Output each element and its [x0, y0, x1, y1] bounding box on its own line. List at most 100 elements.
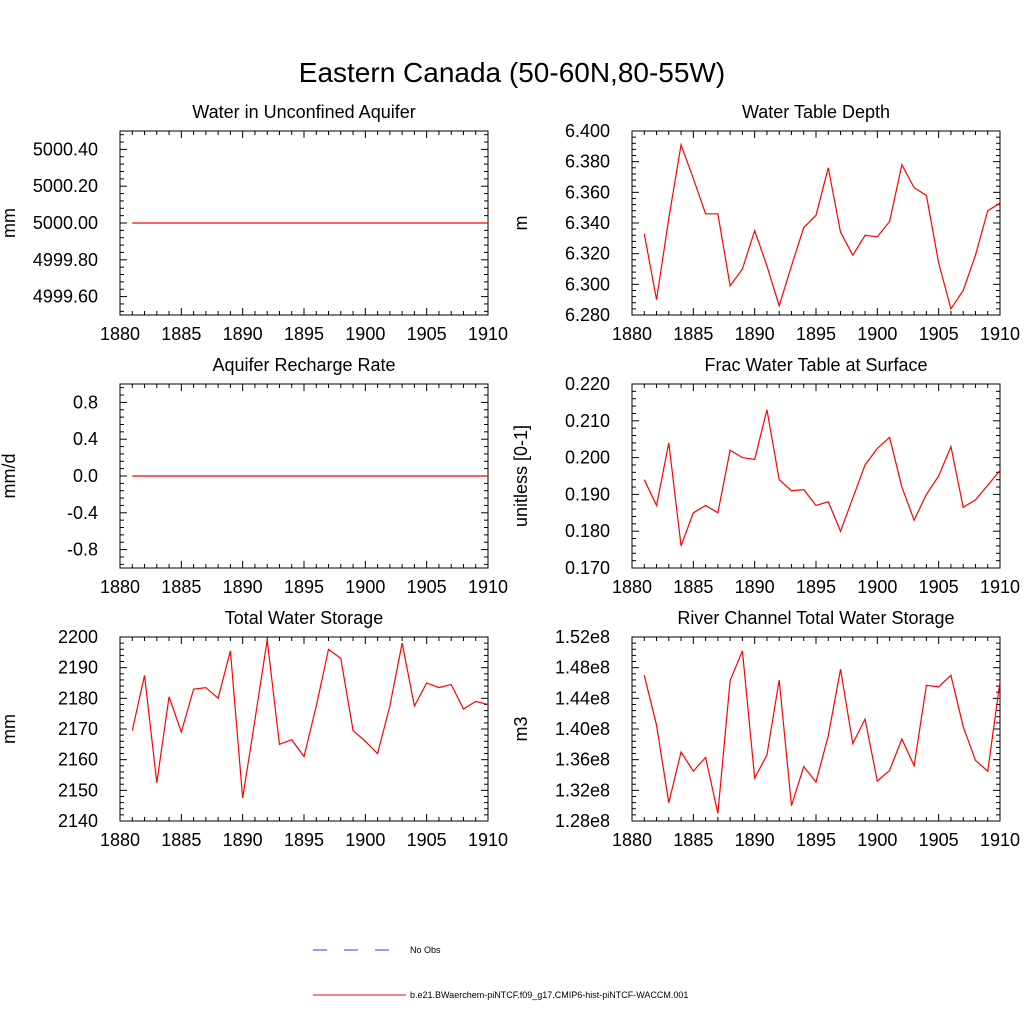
series-line	[643, 409, 1001, 547]
y-tick-label: 6.380	[565, 152, 610, 172]
x-tick-label: 1905	[407, 830, 447, 850]
series-line	[643, 142, 1001, 311]
y-tick-label: 1.36e8	[555, 750, 610, 770]
panel-2: 1880 1885 1890 1895 1900 1905 1910 6.280 6.300 6.…	[511, 102, 1020, 344]
x-tick-label: 1895	[796, 324, 836, 344]
x-tick-label: 1900	[345, 324, 385, 344]
panel-6: 1880 1885 1890 1895 1900 1905 1910 1.28e8 1.32e8…	[511, 608, 1020, 850]
x-tick-label: 1900	[345, 577, 385, 597]
panel-title: Frac Water Table at Surface	[704, 355, 927, 375]
panel-title: River Channel Total Water Storage	[677, 608, 954, 628]
y-tick-label: 2200	[58, 627, 98, 647]
x-tick-label: 1910	[468, 830, 508, 850]
x-tick-label: 1895	[284, 577, 324, 597]
x-tick-label: 1885	[161, 830, 201, 850]
y-tick-label: 1.44e8	[555, 688, 610, 708]
y-tick-label: 6.340	[565, 213, 610, 233]
y-tick-label: 2170	[58, 719, 98, 739]
x-tick-label: 1905	[919, 577, 959, 597]
x-tick-label: 1890	[735, 324, 775, 344]
series-line	[643, 650, 1001, 814]
x-tick-label: 1885	[673, 830, 713, 850]
figure-title: Eastern Canada (50-60N,80-55W)	[299, 57, 725, 88]
series-line	[131, 639, 489, 799]
y-tick-label: 0.0	[73, 466, 98, 486]
x-tick-label: 1890	[223, 830, 263, 850]
x-tick-label: 1895	[796, 830, 836, 850]
legend-label-model: b.e21.BWaerchem-piNTCF.f09_g17.CMIP6-his…	[410, 990, 688, 1000]
legend-label-obs: No Obs	[410, 945, 441, 955]
x-tick-label: 1905	[919, 324, 959, 344]
y-tick-label: 2190	[58, 658, 98, 678]
plot-frame	[631, 383, 1001, 569]
x-tick-label: 1885	[673, 577, 713, 597]
y-tick-label: 1.32e8	[555, 780, 610, 800]
panel-title: Aquifer Recharge Rate	[212, 355, 395, 375]
x-tick-label: 1880	[612, 324, 652, 344]
x-tick-label: 1910	[980, 577, 1020, 597]
y-tick-label: 2180	[58, 688, 98, 708]
x-tick-label: 1880	[612, 830, 652, 850]
y-tick-label: 1.52e8	[555, 627, 610, 647]
y-tick-label: 2160	[58, 750, 98, 770]
x-tick-label: 1910	[468, 324, 508, 344]
x-tick-label: 1890	[735, 830, 775, 850]
panel-title: Water in Unconfined Aquifer	[192, 102, 415, 122]
panel-title: Water Table Depth	[742, 102, 890, 122]
panel-1: 1880 1885 1890 1895 1900 1905 1910 4999.60 4999.…	[0, 102, 508, 344]
x-tick-label: 1880	[100, 830, 140, 850]
y-tick-label: 0.8	[73, 392, 98, 412]
y-tick-label: 0.210	[565, 411, 610, 431]
y-tick-label: 2150	[58, 780, 98, 800]
x-tick-label: 1895	[284, 324, 324, 344]
y-tick-label: 1.40e8	[555, 719, 610, 739]
y-tick-label: 4999.60	[33, 287, 98, 307]
x-tick-label: 1895	[284, 830, 324, 850]
y-tick-label: 0.4	[73, 429, 98, 449]
x-tick-label: 1890	[223, 577, 263, 597]
y-tick-label: 1.48e8	[555, 658, 610, 678]
y-axis-label: m	[511, 216, 531, 231]
x-tick-label: 1880	[612, 577, 652, 597]
y-axis-label: unitless [0-1]	[511, 425, 531, 527]
y-tick-label: -0.4	[67, 503, 98, 523]
legend: No Obs b.e21.BWaerchem-piNTCF.f09_g17.CM…	[313, 945, 688, 1000]
y-axis-label: mm/d	[0, 454, 19, 499]
y-tick-label: 1.28e8	[555, 811, 610, 831]
x-tick-label: 1885	[673, 324, 713, 344]
panel-3: 1880 1885 1890 1895 1900 1905 1910 -0.8 -0.4 0.0 0…	[0, 355, 508, 597]
x-tick-label: 1900	[857, 830, 897, 850]
y-axis-label: mm	[0, 714, 19, 744]
y-tick-label: 5000.20	[33, 176, 98, 196]
x-tick-label: 1910	[980, 830, 1020, 850]
x-tick-label: 1905	[407, 324, 447, 344]
panel-4: 1880 1885 1890 1895 1900 1905 1910 0.170 0.180 0.…	[511, 355, 1020, 597]
x-tick-label: 1900	[857, 577, 897, 597]
panels: 1880 1885 1890 1895 1900 1905 1910 4999.60 4999.…	[0, 102, 1020, 850]
y-tick-label: 6.300	[565, 274, 610, 294]
x-tick-label: 1890	[735, 577, 775, 597]
y-tick-label: 0.200	[565, 448, 610, 468]
x-tick-label: 1895	[796, 577, 836, 597]
plot-frame	[119, 636, 489, 822]
x-tick-label: 1900	[345, 830, 385, 850]
x-tick-label: 1890	[223, 324, 263, 344]
y-tick-label: 2140	[58, 811, 98, 831]
x-tick-label: 1885	[161, 324, 201, 344]
x-tick-label: 1905	[407, 577, 447, 597]
x-tick-label: 1905	[919, 830, 959, 850]
x-tick-label: 1880	[100, 324, 140, 344]
y-tick-label: 5000.40	[33, 139, 98, 159]
y-axis-label: m3	[511, 716, 531, 741]
y-tick-label: 5000.00	[33, 213, 98, 233]
y-tick-label: 0.190	[565, 484, 610, 504]
y-tick-label: 6.320	[565, 244, 610, 264]
x-tick-label: 1900	[857, 324, 897, 344]
y-tick-label: 6.280	[565, 305, 610, 325]
y-axis-label: mm	[0, 208, 19, 238]
y-tick-label: -0.8	[67, 540, 98, 560]
y-tick-label: 4999.80	[33, 250, 98, 270]
x-tick-label: 1910	[468, 577, 508, 597]
y-tick-label: 6.360	[565, 182, 610, 202]
